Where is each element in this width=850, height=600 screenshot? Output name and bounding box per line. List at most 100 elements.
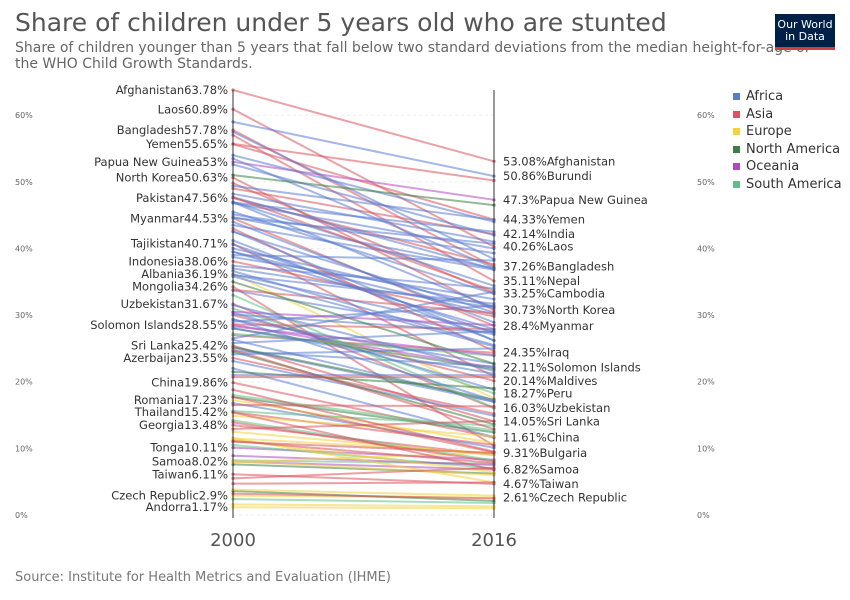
series-line-tajikistan[interactable]	[232, 242, 495, 378]
series-line-japan[interactable]	[232, 466, 495, 480]
label-start-yemen: Yemen55.65%	[145, 137, 228, 151]
series-line-serbia[interactable]	[232, 460, 495, 477]
series-line-china[interactable]	[232, 381, 495, 439]
source-note: Source: Institute for Health Metrics and…	[15, 570, 391, 585]
owid-logo[interactable]: Our World in Data	[775, 14, 835, 50]
label-end-north-korea: 30.73%North Korea	[503, 303, 615, 317]
label-end-burundi: 50.86%Burundi	[503, 169, 592, 183]
logo-line-2: in Data	[785, 29, 825, 43]
label-end-iraq: 24.35%Iraq	[503, 346, 569, 360]
y-tick-right: 10%	[697, 444, 715, 453]
label-start-thailand: Thailand15.42%	[134, 405, 228, 419]
series-line-afghanistan[interactable]	[232, 89, 495, 163]
y-tick-right: 60%	[697, 111, 715, 120]
y-tick-right: 0%	[697, 511, 710, 520]
label-start-taiwan: Taiwan6.11%	[151, 467, 228, 481]
series-line-sudan[interactable]	[232, 254, 495, 262]
series-line-benin[interactable]	[232, 264, 495, 290]
label-start-pakistan: Pakistan47.56%	[136, 191, 228, 205]
series-line-central-african-rep[interactable]	[232, 216, 495, 245]
series-line-andorra[interactable]	[232, 506, 495, 510]
label-end-peru: 18.27%Peru	[503, 386, 572, 400]
label-start-north-korea: North Korea50.63%	[116, 171, 228, 185]
legend-item-africa[interactable]: Africa	[733, 88, 842, 106]
legend-swatch	[733, 128, 740, 136]
series-line-turkey[interactable]	[232, 388, 495, 453]
series-line-ethiopia[interactable]	[232, 130, 495, 261]
legend-item-asia[interactable]: Asia	[733, 106, 842, 124]
series-line-syria[interactable]	[232, 323, 495, 331]
series-line-gambia[interactable]	[232, 347, 495, 356]
series-line-south-sudan[interactable]	[232, 267, 495, 309]
series-line-equatorial-guinea[interactable]	[232, 230, 495, 342]
series-line-lebanon[interactable]	[232, 404, 495, 408]
series-line-ecuador[interactable]	[232, 332, 495, 357]
series-line-niger[interactable]	[232, 154, 495, 223]
y-tick-left: 50%	[15, 178, 33, 187]
series-line-djibouti[interactable]	[232, 290, 495, 340]
series-line-philippines[interactable]	[232, 288, 495, 315]
label-start-solomon-islands: Solomon Islands28.55%	[90, 318, 228, 332]
series-line-jordan[interactable]	[232, 440, 495, 465]
series-line-dr-congo[interactable]	[232, 201, 495, 233]
series-line-kuwait[interactable]	[232, 481, 495, 485]
label-start-mongolia: Mongolia34.26%	[132, 280, 228, 294]
label-end-bulgaria: 9.31%Bulgaria	[503, 446, 587, 460]
label-end-solomon-islands: 22.11%Solomon Islands	[503, 361, 641, 375]
series-line-south-korea[interactable]	[232, 492, 495, 500]
series-line-guatemala[interactable]	[232, 174, 495, 207]
label-end-czech-republic: 2.61%Czech Republic	[503, 491, 627, 505]
label-end-sri-lanka: 14.05%Sri Lanka	[503, 414, 600, 428]
series-line-burundi[interactable]	[232, 120, 495, 178]
series-line-nigeria[interactable]	[232, 224, 495, 271]
legend-label: South America	[746, 176, 842, 192]
y-tick-left: 30%	[15, 311, 33, 320]
legend-label: Africa	[746, 89, 784, 105]
label-start-samoa: Samoa8.02%	[152, 455, 228, 469]
legend-item-south-america[interactable]: South America	[733, 176, 842, 194]
label-end-india: 42.14%India	[503, 227, 575, 241]
x-label-start: 2000	[210, 530, 256, 551]
series-line-eritrea[interactable]	[232, 184, 495, 221]
legend-item-oceania[interactable]: Oceania	[733, 158, 842, 176]
series-line-azerbaijan[interactable]	[232, 357, 495, 415]
series-line-papua-new-guinea[interactable]	[232, 160, 495, 201]
series-line-mauritania[interactable]	[232, 250, 495, 331]
series-line-mexico[interactable]	[232, 396, 495, 434]
series-line-bhutan[interactable]	[232, 196, 495, 293]
series-line-lesotho[interactable]	[232, 210, 495, 295]
series-line-yemen[interactable]	[232, 143, 495, 221]
series-line-cote-d-ivoire[interactable]	[232, 304, 495, 373]
series-line-hungary[interactable]	[232, 488, 495, 497]
label-end-cambodia: 33.25%Cambodia	[503, 286, 605, 300]
y-tick-right: 40%	[697, 244, 715, 253]
series-line-nicaragua[interactable]	[232, 346, 495, 401]
series-line-liberia[interactable]	[232, 250, 495, 316]
legend-item-europe[interactable]: Europe	[733, 123, 842, 141]
legend-item-north-america[interactable]: North America	[733, 141, 842, 159]
label-start-myanmar: Myanmar44.53%	[130, 211, 228, 225]
label-end-china: 11.61%China	[503, 431, 580, 445]
series-line-comoros[interactable]	[232, 201, 495, 309]
series-line-germany[interactable]	[232, 503, 495, 508]
label-start-afghanistan: Afghanistan63.78%	[116, 83, 228, 97]
chart-title: Share of children under 5 years old who …	[15, 8, 667, 37]
series-line-zambia[interactable]	[232, 202, 495, 250]
series-line-montenegro[interactable]	[232, 451, 495, 464]
series-line-sri-lanka[interactable]	[232, 344, 495, 423]
y-tick-left: 40%	[15, 244, 33, 253]
series-line-timor[interactable]	[232, 142, 495, 182]
legend-swatch	[733, 93, 740, 101]
series-line-oman[interactable]	[232, 420, 495, 431]
series-line-malawi[interactable]	[232, 157, 495, 269]
series-line-saudi-arabia[interactable]	[232, 440, 495, 455]
series-line-kyrgyzstan[interactable]	[232, 348, 495, 430]
value-labels: Afghanistan63.78% Laos60.89% Bangladesh57.…	[90, 83, 648, 514]
series-line-chile[interactable]	[232, 498, 495, 505]
axes: 0% 0% 10% 10% 20% 20% 30% 30% 40% 40% 50% 50% 60% 60%…	[15, 90, 715, 551]
label-start-laos: Laos60.89%	[158, 102, 228, 116]
legend-label: Oceania	[746, 159, 800, 175]
series-line-sao-tome[interactable]	[232, 318, 495, 402]
series-line-somalia[interactable]	[232, 275, 495, 348]
